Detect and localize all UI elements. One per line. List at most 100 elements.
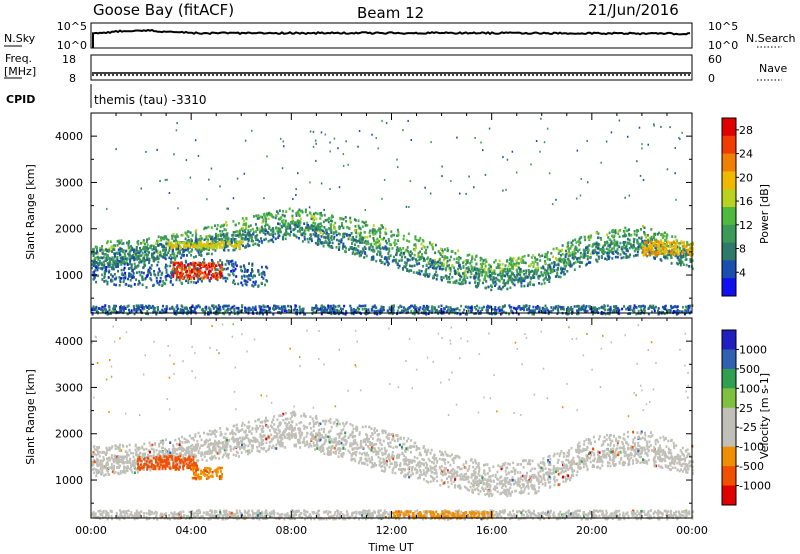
scatter-cell — [137, 307, 140, 310]
scatter-cell — [175, 233, 178, 237]
scatter-cell — [527, 269, 530, 272]
scatter-cell — [262, 228, 265, 231]
scatter-cell — [344, 232, 347, 236]
scatter-cell — [112, 258, 115, 261]
scatter-cell — [130, 309, 133, 312]
scatter-cell — [528, 309, 531, 312]
scatter-cell — [324, 240, 327, 244]
scatter-cell — [502, 285, 505, 289]
scatter-cell — [573, 305, 576, 308]
scatter-cell — [515, 268, 518, 272]
scatter-cell — [619, 253, 622, 256]
scatter-cell — [248, 244, 251, 247]
scatter-cell — [410, 309, 413, 313]
scatter-cell — [225, 245, 228, 249]
scatter-cell — [453, 280, 456, 284]
scatter-cell — [375, 259, 378, 263]
scatter-cell — [449, 267, 452, 271]
scatter-cell — [243, 238, 246, 241]
scatter-cell — [320, 214, 323, 217]
speckle-cell — [342, 153, 345, 156]
scatter-cell — [519, 307, 522, 310]
scatter-cell — [317, 237, 320, 240]
scatter-cell — [255, 214, 258, 218]
hotspot-cell — [201, 271, 204, 275]
scatter-cell — [321, 308, 324, 311]
scatter-cell — [101, 256, 104, 260]
scatter-cell — [580, 305, 583, 309]
speckle-cell — [177, 207, 179, 210]
scatter-cell — [379, 310, 382, 314]
scatter-cell — [281, 307, 284, 311]
scatter-cell — [448, 277, 451, 281]
scatter-cell — [582, 248, 585, 252]
scatter-cell — [161, 308, 164, 312]
scatter-cell — [552, 247, 555, 251]
scatter-cell — [272, 235, 275, 239]
scatter-cell — [411, 258, 414, 261]
scatter-cell — [358, 251, 361, 255]
scatter-cell — [176, 307, 179, 310]
scatter-cell — [190, 254, 193, 257]
scatter-cell — [91, 263, 94, 266]
scatter-cell — [458, 264, 460, 267]
scatter-cell — [683, 248, 686, 251]
scatter-cell — [311, 215, 313, 218]
speckle-cell — [575, 197, 578, 200]
scatter-cell — [462, 261, 465, 264]
speckle-cell — [540, 117, 542, 120]
scatter-cell — [233, 248, 236, 252]
scatter-cell — [376, 253, 379, 256]
scatter-cell — [298, 305, 301, 309]
scatter-cell — [497, 266, 500, 269]
scatter-cell — [221, 261, 224, 264]
scatter-cell — [101, 245, 103, 248]
scatter-cell — [143, 256, 145, 260]
scatter-cell — [481, 265, 484, 268]
scatter-cell — [130, 265, 133, 268]
scatter-cell — [152, 257, 155, 260]
scatter-cell — [195, 233, 198, 236]
scatter-cell — [574, 251, 577, 255]
scatter-cell — [232, 237, 234, 240]
scatter-cell — [603, 250, 606, 254]
speckle-cell — [511, 150, 514, 153]
scatter-cell — [470, 310, 473, 313]
scatter-cell — [361, 237, 363, 241]
scatter-cell — [342, 307, 344, 311]
scatter-cell — [488, 305, 491, 308]
scatter-cell — [162, 249, 165, 252]
scatter-cell — [493, 261, 496, 264]
scatter-cell — [623, 234, 626, 237]
hotspot-cell — [190, 277, 192, 280]
scatter-cell — [247, 234, 250, 237]
scatter-cell — [528, 270, 531, 273]
scatter-cell — [199, 234, 202, 238]
scatter-cell — [227, 273, 230, 276]
hotspot-cell — [171, 244, 174, 247]
scatter-cell — [282, 222, 284, 225]
scatter-cell — [314, 211, 317, 215]
scatter-cell — [617, 309, 620, 313]
scatter-cell — [508, 262, 511, 265]
scatter-cell — [449, 306, 452, 309]
scatter-cell — [240, 265, 243, 269]
scatter-cell — [310, 226, 313, 229]
scatter-cell — [651, 306, 654, 309]
scatter-cell — [462, 264, 465, 268]
scatter-cell — [105, 269, 108, 273]
hotspot-cell — [176, 270, 179, 274]
scatter-cell — [337, 312, 340, 316]
scatter-cell — [655, 238, 658, 242]
hotspot-cell — [234, 245, 237, 248]
scatter-cell — [424, 251, 426, 254]
scatter-cell — [470, 306, 473, 309]
scatter-cell — [642, 304, 645, 308]
scatter-cell — [97, 256, 100, 260]
scatter-cell — [312, 221, 315, 225]
scatter-cell — [615, 250, 617, 254]
scatter-cell — [566, 312, 569, 316]
scatter-cell — [504, 267, 507, 271]
speckle-cell — [338, 186, 341, 189]
hotspot-cell — [208, 265, 211, 269]
